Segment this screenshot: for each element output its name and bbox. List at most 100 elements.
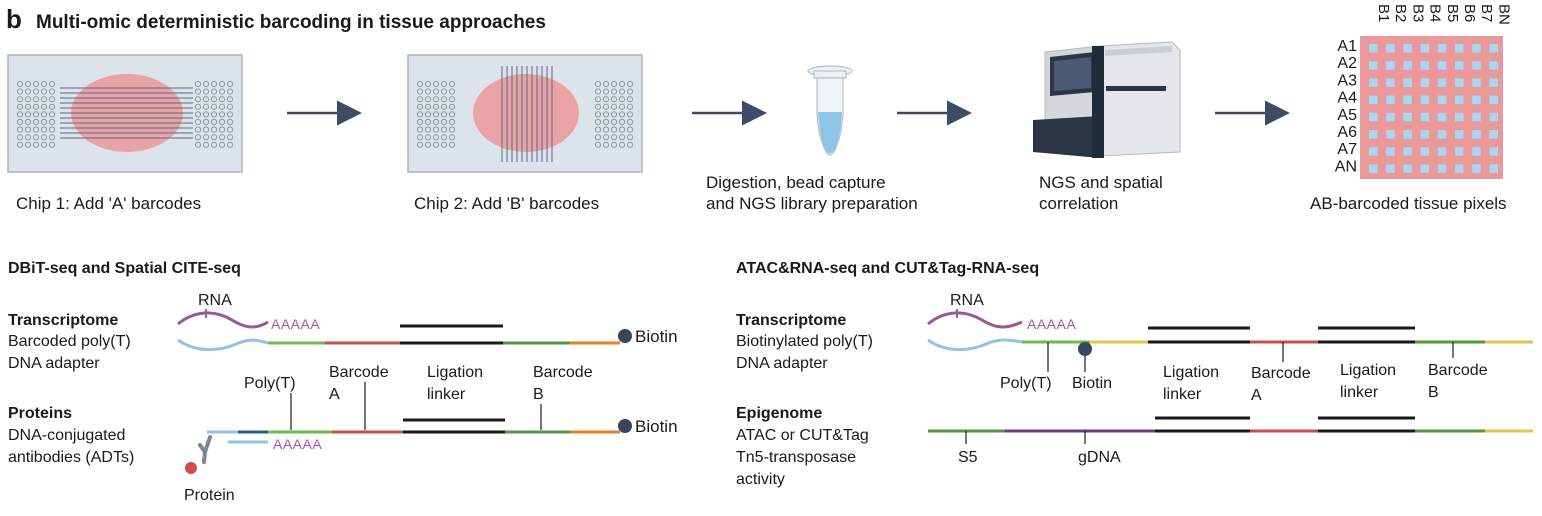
chip-2-dot-array-left — [416, 80, 456, 148]
chip-dot — [194, 111, 202, 118]
right-ligation1-line1: Ligation — [1163, 364, 1219, 381]
chip-dot — [618, 111, 626, 118]
ab-barcoded-pixel-grid — [1360, 36, 1503, 179]
column-label: B2 — [1392, 4, 1409, 22]
chip-dot — [48, 141, 56, 148]
tissue-pixel — [1420, 95, 1430, 105]
tissue-pixel — [1489, 147, 1498, 156]
chip-dot — [602, 134, 610, 141]
right-panel-heading: ATAC&RNA-seq and CUT&Tag-RNA-seq — [736, 260, 1039, 277]
chip-dot — [610, 141, 618, 148]
chip-dot — [226, 96, 234, 103]
tissue-pixel — [1437, 78, 1447, 87]
chip-dot — [416, 80, 424, 88]
right-ligation2-line2: linker — [1340, 384, 1379, 401]
antibody-icon — [198, 435, 212, 464]
chip-dot — [32, 111, 40, 118]
chip-dot — [210, 118, 218, 126]
left-biotin-bead-2 — [618, 419, 632, 433]
chip-dot — [626, 88, 634, 95]
chip-dot — [24, 118, 32, 126]
column-label: B3 — [1409, 4, 1426, 22]
tissue-pixel — [1403, 130, 1412, 139]
chip-dot — [202, 126, 210, 133]
chip-dot — [618, 88, 626, 95]
chip-dot — [448, 126, 456, 133]
chip-dot — [32, 96, 40, 103]
chip-dot — [226, 126, 234, 133]
tissue-pixel — [1472, 112, 1481, 122]
chip-2-caption: Chip 2: Add 'B' barcodes — [414, 194, 599, 213]
chip-dot — [194, 96, 202, 103]
chip-dot — [610, 103, 618, 110]
chip-dot — [24, 111, 32, 118]
left-proteins-line1: DNA-conjugated — [8, 427, 125, 444]
chip-dot — [618, 118, 626, 126]
chip-dot — [24, 88, 32, 95]
chip-dot — [16, 80, 24, 88]
tissue-pixel — [1369, 78, 1378, 87]
right-biotin-bead — [1078, 342, 1092, 356]
pixel-grid-background — [1360, 36, 1503, 179]
chip-dot — [432, 118, 440, 126]
tissue-pixel — [1455, 78, 1464, 87]
chip-dot — [440, 80, 448, 88]
left-protein-label: Protein — [184, 487, 235, 504]
chip-dot — [432, 103, 440, 110]
tissue-pixel — [1455, 130, 1464, 139]
chip-dot — [602, 118, 610, 126]
chip-dot — [218, 111, 226, 118]
chip-dot — [40, 80, 48, 88]
column-label: B1 — [1375, 4, 1392, 22]
right-transcriptome-molecule: RNA AAAAA Poly(T) Biotin Ligation linker… — [927, 292, 1533, 404]
chip-dot — [416, 103, 424, 110]
right-transcriptome-title: Transcriptome — [736, 312, 846, 329]
chip-dot — [16, 126, 24, 133]
chip-dot — [610, 80, 618, 88]
chip-dot — [194, 103, 202, 110]
chip-dot — [24, 96, 32, 103]
tissue-pixel — [1455, 112, 1464, 122]
left-transcriptome-line1: Barcoded poly(T) — [8, 333, 131, 350]
tissue-pixel — [1403, 164, 1412, 173]
ngs-caption-line1: NGS and spatial — [1039, 173, 1163, 192]
chip-dot — [202, 111, 210, 118]
chip-dot — [194, 88, 202, 95]
chip-dot — [24, 80, 32, 88]
column-label: B4 — [1427, 4, 1444, 22]
tissue-pixel — [1420, 61, 1430, 70]
chip-dot — [610, 118, 618, 126]
figure-title: Multi-omic deterministic barcoding in ti… — [36, 12, 546, 33]
chip-dot — [610, 111, 618, 118]
chip-1-caption: Chip 1: Add 'A' barcodes — [16, 194, 201, 213]
chip-dot — [218, 141, 226, 148]
tissue-pixel — [1420, 78, 1430, 87]
tissue-pixel — [1369, 44, 1378, 53]
left-ligation-line1: Ligation — [427, 364, 483, 381]
chip-dot — [602, 126, 610, 133]
chip-dot — [594, 103, 602, 110]
column-label: B7 — [1478, 4, 1495, 22]
right-barcode-a-line2: A — [1251, 387, 1262, 404]
chip-dot — [432, 141, 440, 148]
chip-dot — [424, 111, 432, 118]
chip-dot — [440, 111, 448, 118]
chip-dot — [16, 103, 24, 110]
chip-dot — [432, 88, 440, 95]
tissue-pixel — [1455, 44, 1464, 53]
right-polyt-label: Poly(T) — [1000, 375, 1052, 392]
tissue-pixel — [1437, 95, 1447, 105]
chip-dot — [218, 96, 226, 103]
chip-dot — [424, 134, 432, 141]
right-biotin-label: Biotin — [1072, 375, 1112, 392]
left-biotin-1-label: Biotin — [635, 327, 678, 346]
tissue-pixel — [1403, 95, 1412, 105]
tissue-pixel — [1472, 164, 1481, 173]
chip-2 — [407, 54, 643, 173]
row-label: A1 — [1337, 38, 1357, 55]
chip-dot — [194, 118, 202, 126]
tissue-pixel — [1455, 95, 1464, 105]
tissue-pixel — [1386, 95, 1395, 105]
tissue-pixel — [1455, 147, 1464, 156]
